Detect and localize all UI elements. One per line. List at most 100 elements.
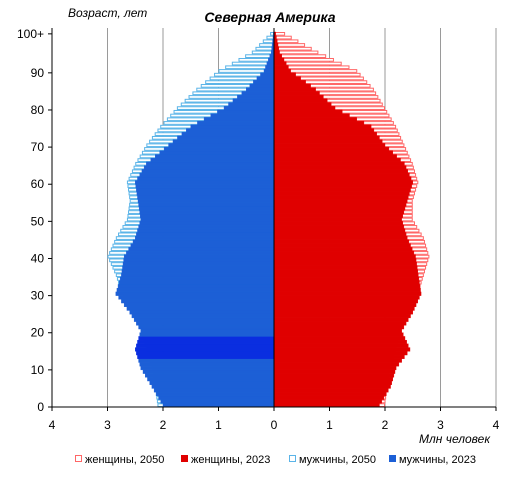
male-bar-2023 (241, 91, 275, 96)
male-bar-2023 (128, 247, 275, 252)
x-tick-label: 1 (326, 418, 333, 432)
female-bar-2023 (273, 403, 380, 408)
male-bar-2023 (133, 317, 275, 322)
female-bar-2023 (273, 250, 415, 255)
female-bar-2050 (274, 39, 299, 44)
male-bar-2023 (123, 302, 275, 307)
male-bar-2023 (121, 269, 275, 274)
male-bar-2023 (269, 54, 275, 59)
female-bar-2023 (273, 139, 383, 144)
male-bar-2023 (137, 339, 275, 345)
male-bar-2023 (210, 113, 275, 118)
female-bar-2023 (273, 261, 417, 267)
male-bar-2023 (136, 187, 275, 192)
male-bar-2023 (136, 351, 275, 356)
female-bar-2023 (273, 187, 411, 192)
female-bar-2023 (273, 210, 405, 215)
male-bar-2023 (155, 154, 275, 159)
x-tick-label: 4 (493, 418, 500, 432)
female-bar-2023 (273, 347, 411, 352)
male-bar-2023 (232, 98, 275, 103)
male-bar-2023 (139, 210, 275, 215)
female-bar-2023 (273, 388, 389, 393)
male-bar-2023 (150, 158, 275, 163)
female-bar-2023 (273, 265, 418, 270)
male-bar-2023 (139, 172, 275, 178)
male-bar-2050 (259, 43, 275, 47)
female-bar-2023 (273, 354, 405, 359)
female-bar-2023 (273, 158, 401, 163)
female-bar-2023 (273, 76, 301, 81)
male-bar-2023 (132, 239, 275, 244)
male-bar-2023 (137, 176, 275, 181)
male-bar-2023 (140, 213, 275, 218)
female-bar-2023 (273, 287, 421, 293)
female-bar-2023 (273, 172, 410, 178)
female-bar-2023 (273, 384, 391, 389)
y-tick-label: 40 (31, 251, 45, 265)
x-tick-label: 2 (160, 418, 167, 432)
male-bar-2023 (186, 128, 275, 133)
female-bar-2023 (273, 65, 289, 70)
male-bar-2023 (203, 117, 275, 122)
male-bar-2023 (147, 377, 275, 382)
female-bar-2023 (273, 377, 393, 382)
legend-label: мужчины, 2050 (299, 454, 376, 466)
female-bar-2023 (273, 317, 409, 322)
female-bar-2023 (273, 150, 393, 155)
female-bar-2050 (274, 35, 292, 40)
male-bar-2023 (140, 217, 275, 222)
female-bar-2023 (273, 284, 421, 289)
female-bar-2023 (273, 258, 417, 263)
male-bar-2023 (237, 94, 275, 100)
female-bar-2023 (273, 46, 279, 51)
female-bar-2023 (273, 42, 279, 48)
female-bar-2023 (273, 80, 306, 85)
male-bar-2023 (141, 169, 275, 174)
male-bar-2023 (138, 202, 275, 207)
female-bar-2023 (273, 254, 416, 259)
male-bar-2023 (137, 354, 275, 359)
female-bar-2023 (273, 391, 387, 397)
legend-label: мужчины, 2023 (399, 454, 476, 466)
male-bar-2023 (138, 336, 275, 341)
male-bar-2023 (116, 287, 275, 293)
male-bar-2023 (197, 120, 275, 126)
male-bar-2023 (263, 68, 275, 74)
female-bar-2050 (274, 54, 327, 58)
female-bar-2023 (273, 146, 390, 152)
male-bar-2023 (139, 221, 275, 226)
male-bar-2023 (140, 365, 275, 371)
female-bar-2023 (273, 206, 406, 211)
male-bar-2023 (190, 124, 275, 129)
male-bar-2050 (266, 35, 274, 40)
female-bar-2023 (273, 94, 324, 100)
female-bar-2023 (273, 120, 365, 126)
y-tick-label: 0 (37, 400, 44, 414)
female-bar-2023 (273, 325, 405, 330)
male-bar-2023 (249, 83, 275, 88)
female-bar-2023 (273, 369, 396, 374)
female-bar-2023 (273, 395, 385, 400)
x-tick-label: 4 (49, 418, 56, 432)
male-bar-2023 (168, 143, 275, 148)
female-bar-2023 (273, 68, 291, 74)
male-bar-2023 (159, 150, 275, 155)
male-bar-2023 (120, 276, 275, 281)
legend-label: женщины, 2023 (191, 454, 270, 466)
female-bar-2023 (273, 339, 407, 345)
female-bar-2050 (274, 43, 306, 47)
female-bar-2023 (273, 132, 377, 137)
male-bar-2023 (123, 258, 275, 263)
male-bar-2023 (129, 310, 275, 315)
female-bar-2023 (273, 273, 419, 278)
y-axis-label: Возраст, лет (68, 6, 147, 20)
female-bar-2023 (273, 351, 408, 356)
male-bar-2023 (162, 403, 275, 408)
male-bar-2023 (146, 161, 275, 166)
female-bar-2023 (273, 72, 296, 77)
y-tick-label: 70 (31, 140, 45, 154)
male-bar-2023 (138, 358, 275, 363)
female-bar-2023 (273, 221, 403, 226)
female-bar-2023 (273, 198, 408, 203)
